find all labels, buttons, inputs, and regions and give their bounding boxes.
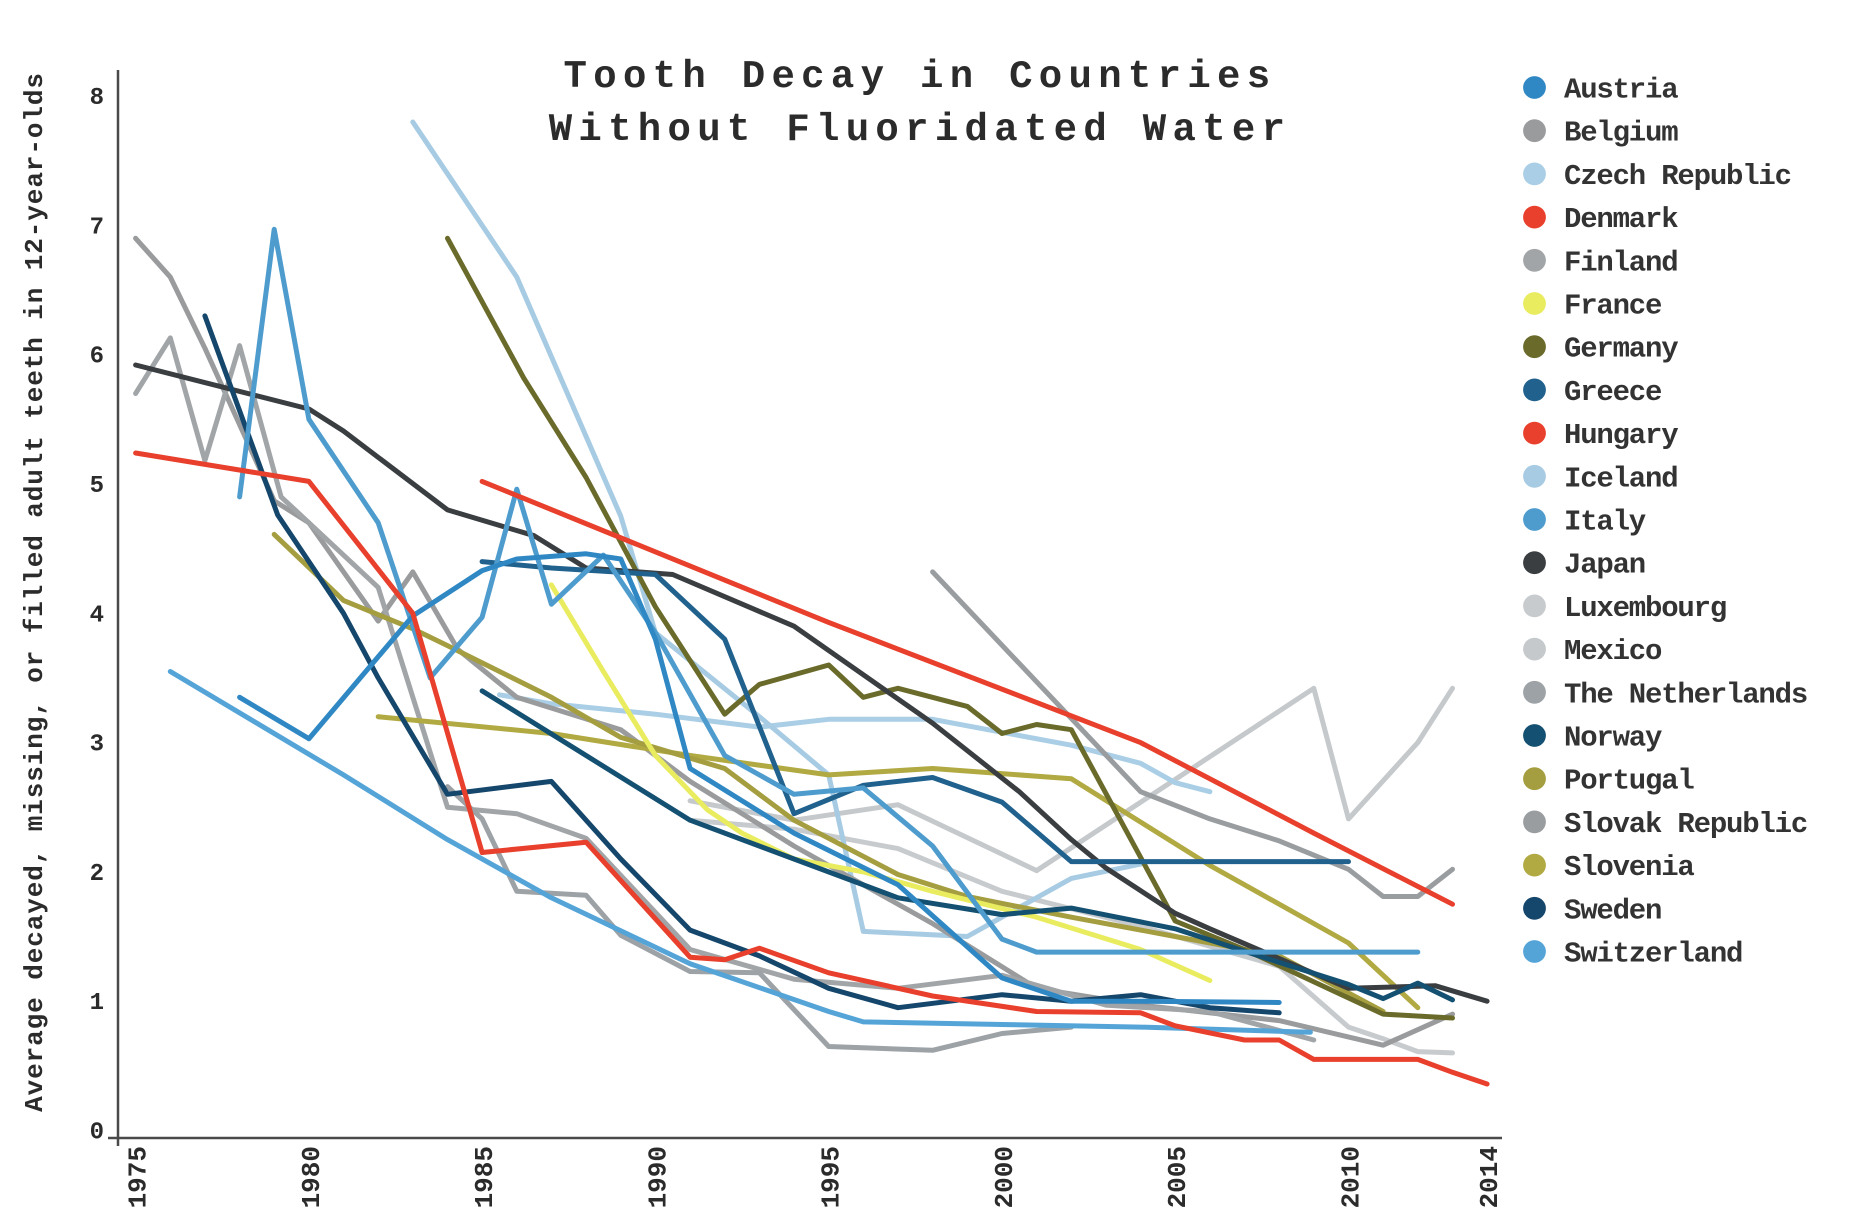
svg-text:1980: 1980 [297, 1146, 327, 1208]
svg-text:Greece: Greece [1564, 376, 1661, 409]
svg-text:2: 2 [90, 861, 104, 888]
svg-text:Austria: Austria [1564, 74, 1678, 107]
svg-text:Italy: Italy [1564, 506, 1646, 539]
svg-text:Slovak Republic: Slovak Republic [1564, 808, 1807, 841]
svg-text:The Netherlands: The Netherlands [1564, 678, 1807, 711]
svg-text:Hungary: Hungary [1564, 419, 1678, 452]
svg-text:Slovenia: Slovenia [1564, 851, 1694, 884]
svg-text:5: 5 [90, 473, 104, 500]
svg-text:Mexico: Mexico [1564, 635, 1662, 668]
svg-text:2000: 2000 [990, 1146, 1020, 1208]
svg-text:Without Fluoridated Water: Without Fluoridated Water [549, 108, 1292, 152]
svg-text:Czech Republic: Czech Republic [1564, 160, 1791, 193]
svg-text:1: 1 [90, 990, 104, 1017]
svg-text:0: 0 [90, 1120, 104, 1147]
svg-text:Portugal: Portugal [1564, 765, 1694, 798]
svg-text:3: 3 [90, 732, 104, 759]
svg-text:Norway: Norway [1564, 722, 1662, 755]
svg-text:Finland: Finland [1564, 246, 1677, 279]
svg-text:2005: 2005 [1163, 1146, 1193, 1208]
svg-text:France: France [1564, 290, 1661, 323]
svg-text:Iceland: Iceland [1564, 462, 1677, 495]
svg-text:Switzerland: Switzerland [1564, 938, 1742, 971]
svg-text:Belgium: Belgium [1564, 117, 1678, 150]
svg-text:Japan: Japan [1564, 549, 1645, 582]
svg-text:8: 8 [90, 85, 104, 112]
svg-text:2010: 2010 [1337, 1146, 1367, 1208]
svg-text:6: 6 [90, 344, 104, 371]
svg-text:Tooth Decay in Countries: Tooth Decay in Countries [564, 55, 1277, 99]
svg-text:Sweden: Sweden [1564, 894, 1661, 927]
svg-text:1995: 1995 [817, 1146, 847, 1208]
svg-text:Denmark: Denmark [1564, 203, 1678, 236]
svg-text:4: 4 [90, 602, 104, 629]
svg-text:7: 7 [90, 214, 104, 241]
svg-text:1990: 1990 [643, 1146, 673, 1208]
svg-text:Germany: Germany [1564, 333, 1678, 366]
svg-text:1985: 1985 [470, 1146, 500, 1208]
svg-text:Average decayed, missing, or f: Average decayed, missing, or filled adul… [20, 72, 50, 1112]
svg-text:2014: 2014 [1475, 1146, 1505, 1208]
svg-text:1975: 1975 [124, 1146, 154, 1208]
svg-text:Luxembourg: Luxembourg [1564, 592, 1726, 625]
